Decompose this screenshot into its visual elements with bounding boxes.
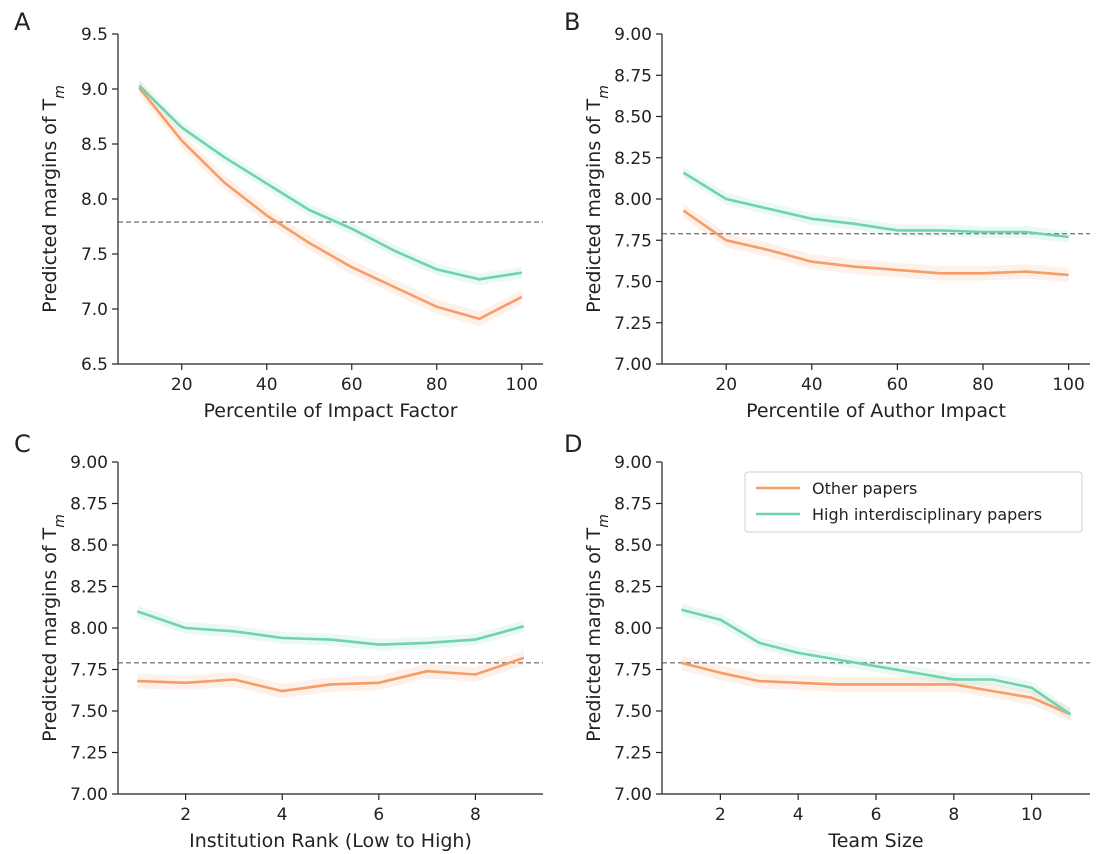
y-tick-label: 8.00 [70, 619, 108, 639]
x-tick-label: 20 [171, 375, 193, 395]
x-tick-label: 4 [793, 805, 804, 825]
x-tick-label: 20 [715, 375, 737, 395]
x-tick-label: 80 [972, 375, 994, 395]
series-line-high [681, 608, 1072, 716]
legend-box [744, 471, 1083, 533]
x-tick-label: 40 [801, 375, 823, 395]
confidence-band-other [139, 80, 522, 327]
confidence-band-other [681, 655, 1071, 722]
confidence-band-high [681, 603, 1071, 721]
y-tick-label: 8.25 [70, 578, 108, 598]
y-tick-label: 8.5 [81, 135, 108, 155]
x-tick-label: 80 [426, 375, 448, 395]
x-axis-label: Team Size [827, 830, 923, 852]
y-tick-label: 7.75 [70, 661, 108, 681]
y-tick-label: 7.00 [70, 785, 108, 805]
y-tick-label: 8.00 [614, 190, 652, 210]
panel-letter: A [14, 8, 31, 36]
panel-a: 6.5 7.0 7.5 8.0 8.5 9.0 9.5 20 40 60 80 100 Percenti… [14, 8, 543, 422]
series-line-high [138, 84, 522, 281]
y-tick-label: 8.75 [70, 495, 108, 515]
y-tick-label: 8.00 [614, 619, 652, 639]
x-axis-label: Percentile of Impact Factor [203, 400, 457, 422]
x-tick-label: 100 [506, 375, 538, 395]
panel-letter: B [564, 8, 580, 36]
confidence-band-high [137, 605, 524, 651]
x-tick-label: 60 [341, 375, 363, 395]
series-line-other [682, 209, 1069, 277]
y-tick-label: 7.25 [614, 744, 652, 764]
series-line-other [138, 87, 523, 321]
x-tick-label: 6 [871, 805, 882, 825]
panel-letter: C [14, 430, 31, 458]
y-tick-label: 7.50 [70, 702, 108, 722]
x-tick-label: 10 [1021, 805, 1043, 825]
y-tick-label: 8.0 [81, 190, 108, 210]
panel-letter: D [564, 430, 582, 458]
y-tick-label: 7.0 [81, 300, 108, 320]
y-tick-label: 8.25 [614, 578, 652, 598]
legend-label-high: High interdisciplinary papers [812, 505, 1042, 524]
y-tick-label: 8.25 [614, 149, 652, 169]
y-tick-label: 7.75 [614, 661, 652, 681]
y-tick-label: 9.00 [614, 453, 652, 473]
y-axis-label: Predicted margins of Tm [39, 85, 68, 313]
y-tick-label: 7.25 [614, 314, 652, 334]
y-tick-label: 8.50 [614, 108, 652, 128]
y-tick-label: 7.25 [70, 744, 108, 764]
y-axis-label: Predicted margins of Tm [583, 85, 612, 313]
confidence-band-other [683, 203, 1069, 283]
panel-d: 7.00 7.25 7.50 7.75 8.00 8.25 8.50 8.75 9.00 2 4 6 8… [564, 430, 1090, 852]
y-tick-label: 7.75 [614, 231, 652, 251]
y-tick-label: 8.50 [70, 536, 108, 556]
y-tick-label: 6.5 [81, 355, 108, 375]
y-axis-label: Predicted margins of Tm [39, 514, 68, 742]
x-tick-label: 2 [180, 805, 191, 825]
panel-c: 7.00 7.25 7.50 7.75 8.00 8.25 8.50 8.75 9.00 2 4 6 8… [14, 430, 543, 852]
y-tick-label: 9.00 [614, 25, 652, 45]
y-tick-label: 9.0 [81, 80, 108, 100]
x-tick-label: 100 [1052, 375, 1084, 395]
x-axis-label: Institution Rank (Low to High) [189, 830, 472, 852]
x-tick-label: 6 [373, 805, 384, 825]
series-line-other [681, 661, 1072, 716]
y-tick-label: 8.75 [614, 66, 652, 86]
y-tick-label: 9.00 [70, 453, 108, 473]
y-tick-label: 7.50 [614, 273, 652, 293]
confidence-band-other [137, 650, 524, 699]
legend: Other papers High interdisciplinary paper… [744, 471, 1083, 533]
x-tick-label: 4 [277, 805, 288, 825]
series-line-other [137, 656, 525, 693]
y-tick-label: 9.5 [81, 25, 108, 45]
series-line-high [136, 610, 525, 646]
y-tick-label: 7.00 [614, 785, 652, 805]
y-tick-label: 8.75 [614, 495, 652, 515]
legend-label-other: Other papers [812, 479, 917, 498]
y-tick-label: 8.50 [614, 536, 652, 556]
x-tick-label: 60 [887, 375, 909, 395]
y-tick-label: 7.00 [614, 355, 652, 375]
y-axis-label: Predicted margins of Tm [583, 514, 612, 742]
x-tick-label: 40 [256, 375, 278, 395]
x-tick-label: 8 [470, 805, 481, 825]
x-tick-label: 8 [948, 805, 959, 825]
x-axis-label: Percentile of Author Impact [746, 400, 1006, 422]
panel-b: 7.00 7.25 7.50 7.75 8.00 8.25 8.50 8.75 9.00 20 40… [564, 8, 1090, 422]
x-tick-label: 2 [715, 805, 726, 825]
y-tick-label: 7.5 [81, 245, 108, 265]
series-line-high [682, 171, 1069, 239]
y-tick-label: 7.50 [614, 702, 652, 722]
